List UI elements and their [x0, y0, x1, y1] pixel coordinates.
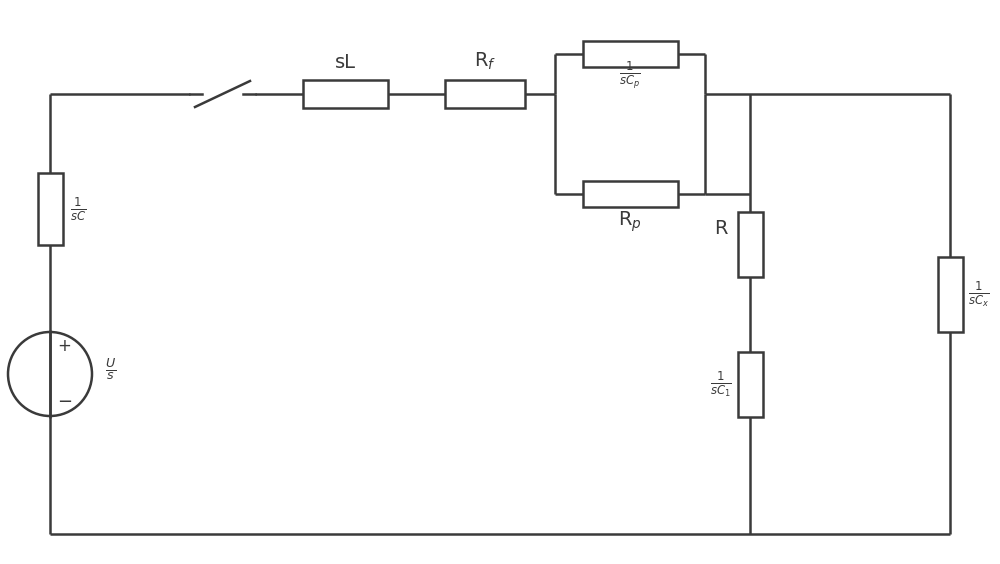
Text: $\frac{1}{sC_x}$: $\frac{1}{sC_x}$	[968, 279, 989, 309]
Bar	[938, 257, 962, 332]
Bar	[738, 351, 763, 416]
Text: −: −	[57, 393, 72, 411]
Text: $\frac{1}{sC_1}$: $\frac{1}{sC_1}$	[710, 369, 732, 399]
Text: $\frac{U}{s}$: $\frac{U}{s}$	[105, 356, 116, 382]
Bar	[38, 173, 62, 245]
Bar	[738, 212, 763, 276]
Text: $\frac{1}{sC_p}$: $\frac{1}{sC_p}$	[619, 59, 641, 91]
Text: $\frac{1}{sC}$: $\frac{1}{sC}$	[70, 195, 86, 223]
Text: sL: sL	[334, 53, 356, 72]
Text: +: +	[57, 337, 71, 355]
Text: R$_f$: R$_f$	[474, 51, 496, 72]
Bar	[582, 181, 678, 207]
Bar	[582, 41, 678, 67]
Bar	[445, 80, 525, 108]
Text: R$_p$: R$_p$	[618, 210, 642, 235]
Text: R: R	[714, 219, 728, 239]
Bar	[303, 80, 388, 108]
